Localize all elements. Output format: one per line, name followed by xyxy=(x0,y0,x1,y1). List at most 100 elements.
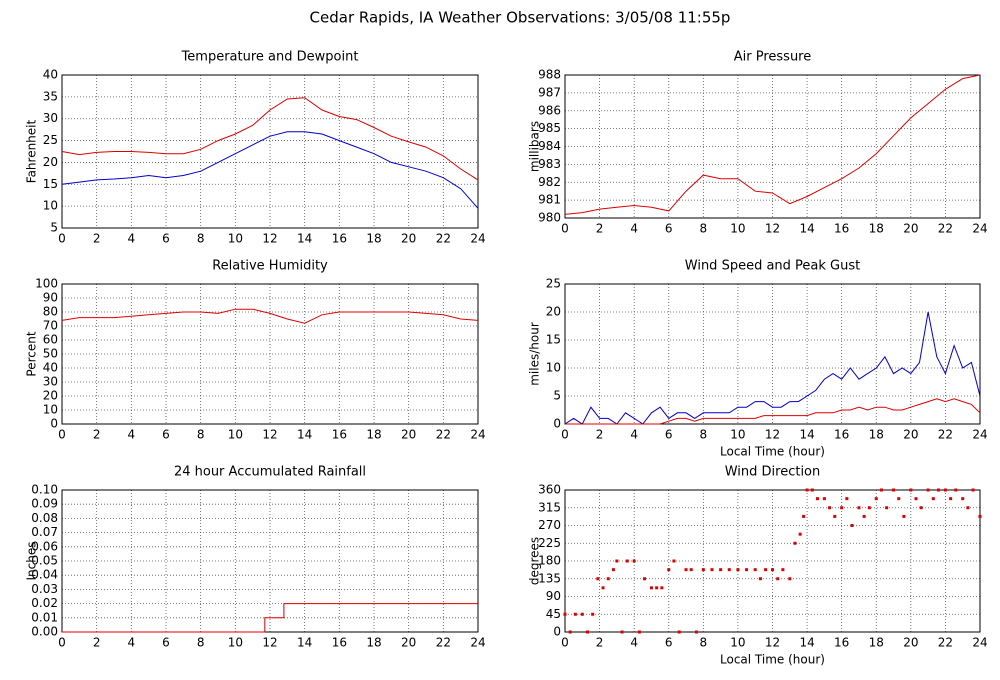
x-tick-label: 22 xyxy=(938,636,953,650)
y-tick-label: 0.10 xyxy=(31,483,58,497)
x-tick-label: 6 xyxy=(162,428,170,442)
x-tick-label: 4 xyxy=(128,636,136,650)
x-tick-label: 18 xyxy=(366,232,381,246)
y-tick-label: 10 xyxy=(43,403,58,417)
y-tick-label: 981 xyxy=(538,193,561,207)
data-point xyxy=(845,497,849,501)
data-point xyxy=(632,559,636,563)
data-point xyxy=(926,488,930,492)
data-point xyxy=(710,568,714,572)
x-tick-label: 18 xyxy=(869,222,884,236)
y-tick-label: 0 xyxy=(50,417,58,431)
y-tick-label: 45 xyxy=(546,607,561,621)
y-axis-label: Inches xyxy=(25,542,39,581)
data-point xyxy=(764,568,768,572)
data-point xyxy=(753,568,757,572)
x-tick-label: 2 xyxy=(93,428,101,442)
x-tick-label: 10 xyxy=(730,428,745,442)
data-point xyxy=(798,532,802,536)
y-tick-label: 988 xyxy=(538,68,561,82)
y-tick-label: 20 xyxy=(43,389,58,403)
y-tick-label: 270 xyxy=(538,518,561,532)
data-point xyxy=(591,612,595,616)
data-point xyxy=(649,586,653,590)
y-tick-label: 10 xyxy=(546,361,561,375)
y-tick-label: 30 xyxy=(43,375,58,389)
x-tick-label: 20 xyxy=(903,636,918,650)
y-tick-label: 100 xyxy=(35,277,58,291)
data-point xyxy=(684,568,688,572)
y-tick-label: 90 xyxy=(43,291,58,305)
y-tick-label: 35 xyxy=(43,89,58,103)
x-tick-label: 8 xyxy=(197,428,205,442)
x-tick-label: 22 xyxy=(938,222,953,236)
data-point xyxy=(660,586,664,590)
x-tick-label: 16 xyxy=(834,636,849,650)
y-tick-label: 0.06 xyxy=(31,539,58,553)
data-point xyxy=(862,514,866,518)
data-point xyxy=(643,577,647,581)
x-tick-label: 14 xyxy=(297,428,312,442)
x-tick-label: 0 xyxy=(561,222,569,236)
y-tick-label: 980 xyxy=(538,211,561,225)
x-tick-label: 14 xyxy=(799,222,814,236)
x-tick-label: 4 xyxy=(128,232,136,246)
data-line xyxy=(62,603,478,633)
data-point xyxy=(585,630,589,634)
y-tick-label: 0 xyxy=(553,417,561,431)
plot-frame xyxy=(61,489,479,633)
data-point xyxy=(828,506,832,510)
data-point xyxy=(909,488,913,492)
y-axis-label: Fahrenheit xyxy=(25,119,39,183)
data-point xyxy=(961,497,965,501)
chart-title: Temperature and Dewpoint xyxy=(181,50,359,65)
x-tick-label: 6 xyxy=(665,222,673,236)
x-tick-label: 16 xyxy=(332,232,347,246)
y-tick-label: 90 xyxy=(546,589,561,603)
data-point xyxy=(655,586,659,590)
x-tick-label: 24 xyxy=(972,636,987,650)
x-tick-label: 2 xyxy=(93,636,101,650)
data-point xyxy=(689,568,693,572)
data-point xyxy=(580,612,584,616)
x-tick-label: 6 xyxy=(665,428,673,442)
y-tick-label: 15 xyxy=(43,177,58,191)
data-point xyxy=(606,577,610,581)
x-tick-label: 0 xyxy=(58,232,66,246)
x-tick-label: 4 xyxy=(128,428,136,442)
x-tick-label: 24 xyxy=(470,428,485,442)
x-tick-label: 22 xyxy=(436,232,451,246)
y-tick-label: 20 xyxy=(43,155,58,169)
figure-title: Cedar Rapids, IA Weather Observations: 3… xyxy=(310,9,731,27)
y-tick-label: 984 xyxy=(538,139,561,153)
data-point xyxy=(793,541,797,545)
data-point xyxy=(694,630,698,634)
x-tick-label: 12 xyxy=(262,428,277,442)
data-point xyxy=(815,497,819,501)
plot-frame xyxy=(564,489,981,633)
data-point xyxy=(596,577,600,581)
data-point xyxy=(601,586,605,590)
y-axis-label: Percent xyxy=(25,331,39,376)
y-tick-label: 0.03 xyxy=(31,582,58,596)
data-point xyxy=(701,568,705,572)
data-point xyxy=(625,559,629,563)
data-point xyxy=(771,568,774,572)
y-axis-label: millibars xyxy=(528,121,542,172)
y-tick-label: 180 xyxy=(538,554,561,568)
y-tick-label: 60 xyxy=(43,333,58,347)
x-tick-label: 8 xyxy=(197,232,205,246)
data-point xyxy=(971,488,975,492)
data-line xyxy=(61,131,479,209)
x-tick-label: 8 xyxy=(700,428,708,442)
chart-title: Wind Direction xyxy=(725,465,821,480)
x-tick-label: 20 xyxy=(401,232,416,246)
data-point xyxy=(850,524,854,527)
x-tick-label: 20 xyxy=(903,222,918,236)
data-line xyxy=(61,308,479,324)
x-tick-label: 2 xyxy=(596,222,604,236)
x-tick-label: 16 xyxy=(834,428,849,442)
y-tick-label: 983 xyxy=(538,157,561,171)
x-tick-label: 24 xyxy=(972,428,987,442)
x-tick-label: 22 xyxy=(436,636,451,650)
